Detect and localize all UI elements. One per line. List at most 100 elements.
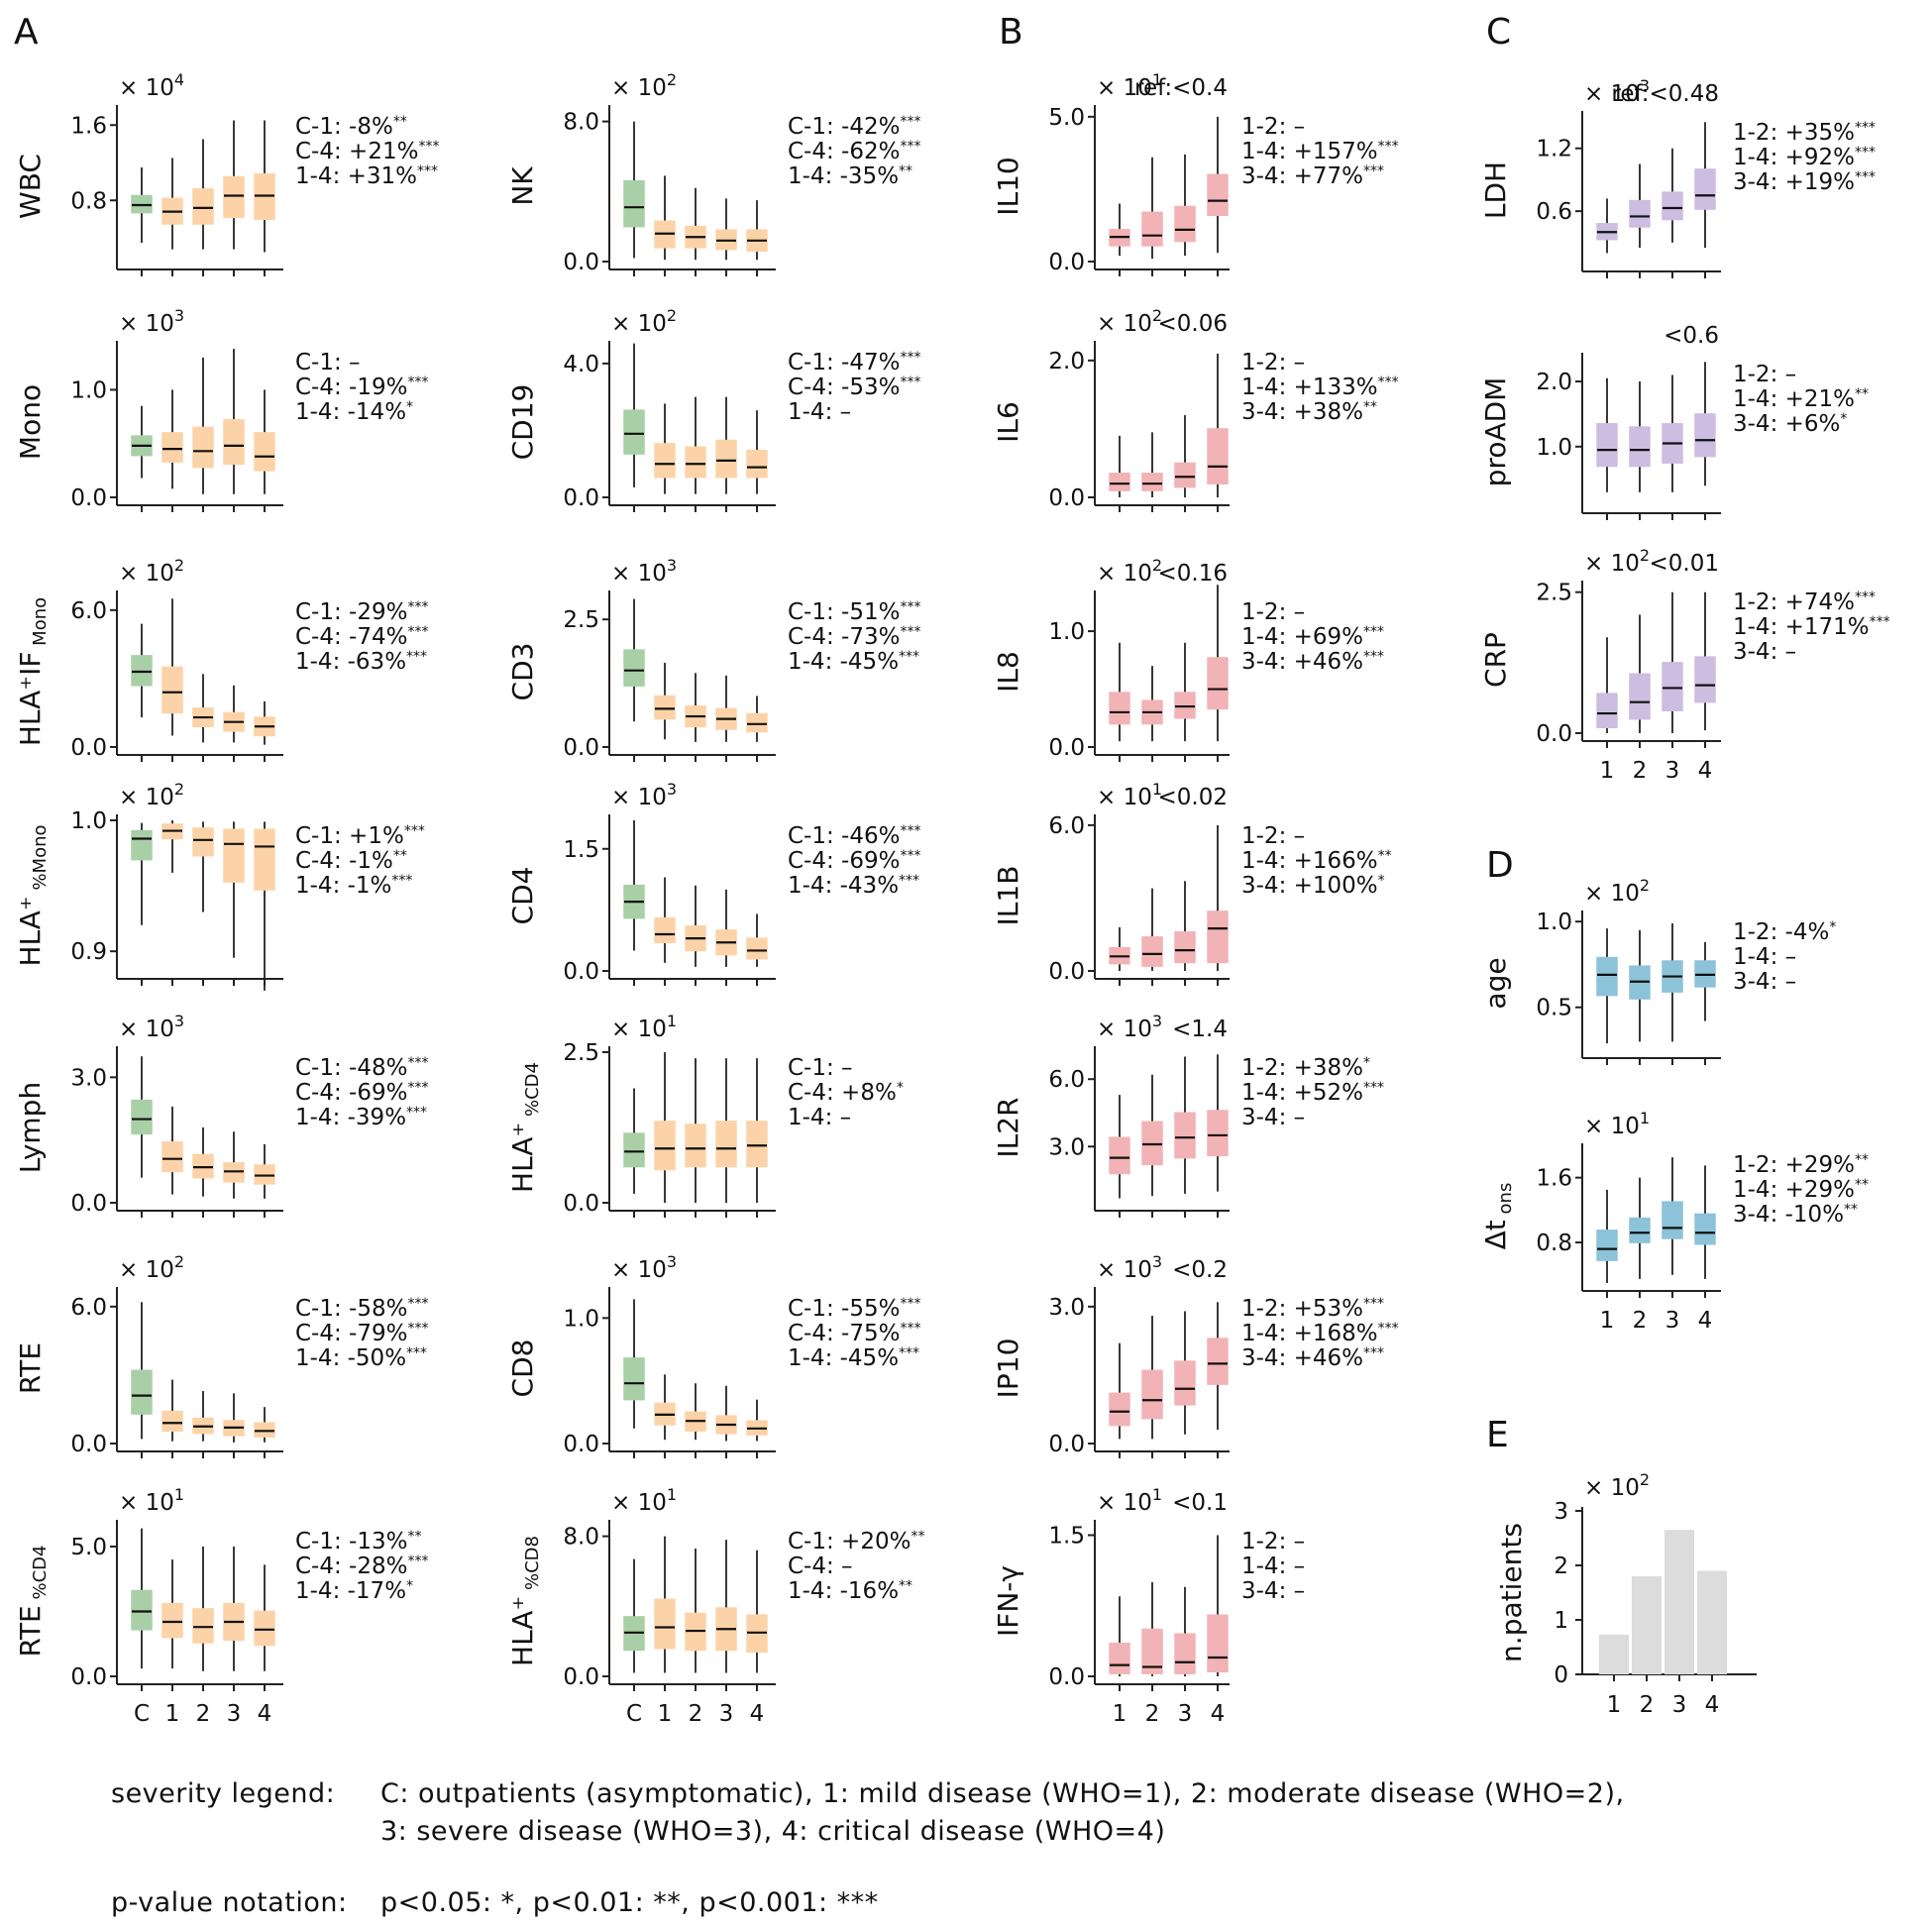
y-label-CD3: CD3 (506, 643, 539, 701)
box-RTE-0 (131, 1369, 153, 1415)
box-HLAMono-3 (223, 828, 245, 883)
box-WBC-2 (192, 188, 214, 225)
multiplier-RTE: × 102 (119, 1252, 184, 1283)
y-tick-label-HLAMono-1: 1.0 (70, 808, 107, 834)
multiplier-LDH: × 103 (1584, 76, 1650, 107)
stat-IL8-1: 1-4: +69%*** (1241, 624, 1384, 650)
x-tick-label-HLACD8-3: 3 (719, 1701, 734, 1727)
x-tick-label-IFNg-0: 1 (1113, 1701, 1127, 1727)
x-tick-label-bar-2: 3 (1672, 1692, 1687, 1718)
box-Mono-4 (254, 432, 275, 472)
multiplier-CD19: × 102 (611, 306, 677, 337)
box-IL8-3 (1207, 657, 1229, 710)
multiplier-CD4: × 103 (611, 780, 677, 810)
multiplier-HLACD8: × 101 (611, 1485, 677, 1516)
y-tick-label-CD8-0: 0.0 (563, 1432, 599, 1457)
x-tick-label-bar-1: 2 (1640, 1692, 1655, 1718)
box-IL6-1 (1141, 473, 1163, 491)
box-IL10-2 (1174, 205, 1196, 243)
y-tick-label-HLAIF-1: 6.0 (70, 598, 107, 624)
y-tick-label-CRP-1: 2.5 (1536, 581, 1572, 606)
box-HLACD4-2 (685, 1124, 706, 1168)
box-CD3-0 (623, 649, 645, 687)
box-HLACD4-1 (654, 1121, 676, 1171)
box-proADM-3 (1694, 413, 1716, 458)
box-RTECD4-2 (192, 1608, 214, 1644)
box-CD19-2 (685, 446, 706, 479)
box-IP10-3 (1207, 1338, 1229, 1385)
stat-Mono-1: C-4: -19%*** (295, 375, 428, 400)
box-CD19-0 (623, 409, 645, 455)
x-tick-label-CRP-1: 2 (1633, 758, 1648, 784)
y-label-CD4: CD4 (506, 867, 539, 925)
panel-letter-A: A (14, 12, 39, 53)
multiplier-HLACD4: × 101 (611, 1012, 677, 1042)
multiplier-IFNg: × 101 (1097, 1485, 1162, 1516)
box-HLAIF-1 (161, 666, 183, 714)
multiplier-age: × 102 (1584, 876, 1650, 907)
stat-IL8-0: 1-2: – (1241, 599, 1305, 625)
y-tick-label-Mono-0: 0.0 (70, 485, 107, 511)
stat-dtons-1: 1-4: +29%** (1733, 1177, 1869, 1203)
y-tick-label-RTECD4-0: 0.0 (70, 1664, 107, 1690)
stat-dtons-2: 3-4: -10%** (1733, 1202, 1858, 1228)
reference-LDH: ref:<0.48 (1611, 81, 1719, 107)
y-tick-label-CD8-1: 1.0 (563, 1306, 599, 1332)
x-tick-label-dtons-1: 2 (1633, 1308, 1648, 1334)
stat-IL2R-1: 1-4: +52%*** (1241, 1080, 1384, 1106)
y-tick-label-IFNg-0: 0.0 (1048, 1664, 1085, 1690)
box-IL2R-2 (1174, 1112, 1196, 1159)
box-WBC-3 (223, 175, 245, 219)
stat-CRP-2: 3-4: – (1733, 639, 1796, 665)
x-tick-label-IFNg-3: 4 (1211, 1701, 1226, 1727)
multiplier-IL1B: × 101 (1097, 780, 1162, 810)
stat-HLAMono-1: C-4: -1%** (295, 848, 407, 874)
stat-Lymph-0: C-1: -48%*** (295, 1055, 428, 1081)
box-IFNg-2 (1174, 1633, 1196, 1674)
stat-dtons-0: 1-2: +29%** (1733, 1152, 1869, 1178)
y-tick-label-NK-0: 0.0 (563, 250, 599, 275)
y-label-HLACD4: HLA⁺ %CD4 (506, 1062, 543, 1193)
stat-IL6-1: 1-4: +133%*** (1241, 375, 1399, 400)
stat-proADM-0: 1-2: – (1733, 362, 1796, 387)
multiplier-IL8: × 102 (1097, 556, 1162, 587)
y-tick-label-IL1B-0: 0.0 (1048, 959, 1085, 985)
bar-1 (1632, 1576, 1662, 1674)
box-CRP-2 (1662, 662, 1683, 711)
box-CD19-4 (746, 449, 768, 479)
y-tick-label-IL6-1: 2.0 (1048, 349, 1085, 375)
stat-Mono-0: C-1: – (295, 350, 361, 375)
stat-RTECD4-1: C-4: -28%*** (295, 1553, 428, 1579)
x-tick-label-IFNg-2: 3 (1178, 1701, 1193, 1727)
stat-HLAIF-1: C-4: -74%*** (295, 624, 428, 650)
reference-IP10: <0.2 (1172, 1257, 1228, 1283)
y-tick-label-CD3-1: 2.5 (563, 607, 599, 633)
stat-HLACD8-2: 1-4: -16%** (788, 1578, 912, 1604)
y-tick-label-HLACD8-1: 8.0 (563, 1525, 599, 1551)
box-IL1B-3 (1207, 910, 1229, 964)
x-tick-label-RTECD4-0: C (134, 1701, 150, 1727)
reference-IL1B: <0.02 (1158, 785, 1228, 810)
multiplier-IL10: × 101 (1097, 70, 1162, 101)
stat-Lymph-2: 1-4: -39%*** (295, 1105, 427, 1130)
stat-Lymph-1: C-4: -69%*** (295, 1080, 428, 1106)
stat-IP10-1: 1-4: +168%*** (1241, 1321, 1399, 1346)
y-label-HLAMono: HLA⁺ %Mono (14, 824, 51, 966)
panel-letter-D: D (1486, 845, 1514, 886)
stat-NK-0: C-1: -42%*** (788, 114, 920, 140)
multiplier-IL6: × 102 (1097, 306, 1162, 337)
stat-Mono-2: 1-4: -14%* (295, 399, 413, 425)
y-label-IL1B: IL1B (992, 866, 1024, 926)
box-HLAMono-0 (131, 829, 153, 861)
y-label-IP10: IP10 (992, 1339, 1024, 1399)
y-tick-label-bar-2: 2 (1554, 1553, 1568, 1579)
y-tick-label-HLACD4-1: 2.5 (563, 1040, 599, 1066)
y-tick-label-bar-1: 1 (1554, 1608, 1568, 1634)
y-tick-label-HLACD8-0: 0.0 (563, 1664, 599, 1690)
stat-proADM-1: 1-4: +21%** (1733, 386, 1869, 412)
multiplier-Mono: × 103 (119, 306, 184, 337)
x-tick-label-dtons-2: 3 (1665, 1308, 1680, 1334)
y-tick-label-HLAMono-0: 0.9 (70, 939, 107, 965)
y-tick-label-CRP-0: 0.0 (1536, 721, 1572, 747)
x-tick-label-bar-0: 1 (1607, 1692, 1622, 1718)
